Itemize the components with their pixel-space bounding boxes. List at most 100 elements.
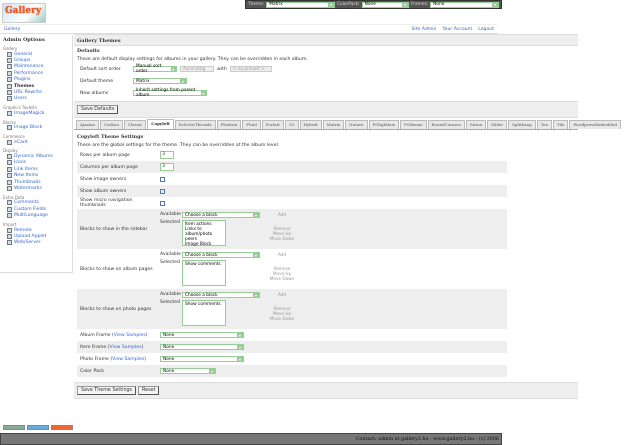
selected-blocks-list[interactable]: Show comments [182,260,226,286]
available-blocks-select[interactable]: Choose a block ▾ [182,212,260,218]
save-defaults-button[interactable]: Save Defaults [77,105,119,114]
sidebar-item-url-rewrite[interactable]: URL Rewrite [3,89,69,96]
colorpack-select[interactable]: None ▾ [361,1,410,8]
selected-blocks-list[interactable]: Show comments [182,300,226,326]
sidebar-item-watermarks[interactable]: Watermarks [3,185,69,191]
view-samples-link[interactable]: View Samples [109,344,142,350]
tab-wordpressembedded[interactable]: WordpressEmbedded [569,120,621,129]
tab-tile[interactable]: Tile [552,120,569,129]
album-frame-select[interactable]: None ▾ [160,332,244,338]
sidebar-item-new-items[interactable]: New Items [3,172,69,179]
tab-nature[interactable]: Nature [345,120,368,129]
sidebar-item-dynamic-albums[interactable]: Dynamic Albums [3,153,69,159]
tab-fluid[interactable]: Fluid [242,120,261,129]
tab-pglightbox[interactable]: PGlightbox [368,120,399,129]
tab-siriux[interactable]: Siriux [465,120,487,129]
available-blocks-select[interactable]: Choose a block ▾ [182,292,260,298]
sidebar-item-performance[interactable]: Performance [3,70,69,76]
sort-direction-select[interactable]: Ascending [180,66,214,72]
remove-button[interactable]: Remove [273,266,291,271]
tab-pgtheme[interactable]: PGtheme [399,120,427,129]
tab-splitbang[interactable]: Splitbang [508,120,536,129]
sidebar-item-imagemagick[interactable]: ImageMagick [3,110,69,116]
default-theme-select[interactable]: Matrix ▾ [133,78,187,84]
add-button[interactable]: Add [277,212,287,217]
show-album-owners-checkbox[interactable]: ✓ [160,188,165,194]
sidebar-item-thumbnails[interactable]: Thumbnails [3,179,69,185]
item-frame-select[interactable]: None ▾ [160,344,244,350]
sidebar-item-ecard[interactable]: eCard [3,139,69,145]
site-admin-link[interactable]: Site Admin [411,27,437,32]
sidebar-item-upload-applet[interactable]: Upload Applet [3,233,69,239]
tab-slider[interactable]: Slider [487,120,508,129]
your-account-link[interactable]: Your Account [442,27,473,32]
view-samples-link[interactable]: View Samples [112,356,145,362]
sidebar-item-web-server[interactable]: Web/Server [3,240,69,246]
available-blocks-select[interactable]: Choose a block ▾ [182,252,260,258]
tab-hybrid[interactable]: Hybrid [299,120,322,129]
sort-order-select[interactable]: Manual sort order ▾ [133,64,177,74]
w3c-badge[interactable] [3,425,25,430]
list-item[interactable]: Links to album/photo peers [185,227,213,242]
sidebar-item-multilanguage[interactable]: MultiLanguage [3,212,69,219]
sidebar-item-maintenance[interactable]: Maintenance [3,64,69,70]
sidebar-item-icons[interactable]: Icons [3,160,69,166]
sidebar-item-link-items[interactable]: Link Items [3,166,69,172]
sidebar-item-image-block[interactable]: Image Block [3,125,69,131]
sidebar-item-users[interactable]: Users [3,96,69,102]
move-down-button[interactable]: Move Down [269,316,295,321]
sidebar-item-comments[interactable]: Comments [3,200,69,206]
sidebar-item-general[interactable]: General [3,51,69,57]
new-albums-select[interactable]: Inherit settings from parent album ▾ [133,88,207,98]
sidebar-item-plugins[interactable]: Plugins [3,77,69,83]
frames-select[interactable]: None ▾ [430,1,499,8]
remove-button[interactable]: Remove [273,226,291,231]
columns-per-page-input[interactable]: 3 [160,163,174,171]
css-badge[interactable] [27,425,49,430]
move-down-button[interactable]: Move Down [269,236,295,241]
tab-classic[interactable]: Classic [123,120,147,129]
photo-frame-select[interactable]: None ▾ [160,356,244,362]
tab-eclecticthreads[interactable]: EclecticThreads [174,120,216,129]
selected-blocks-list[interactable]: Item actions Links to album/photo peers Im… [182,220,226,247]
tab-g3[interactable]: G3 [284,120,299,129]
view-samples-link[interactable]: View Samples [113,332,146,338]
move-up-button[interactable]: Move Up [272,311,292,316]
breadcrumb-gallery-link[interactable]: Gallery [4,26,21,32]
list-item[interactable]: Image Block [185,242,212,247]
add-button[interactable]: Add [277,252,287,257]
gallery-logo[interactable]: Gallery [2,3,46,23]
list-item[interactable]: Show comments [185,262,221,267]
color-pack-select[interactable]: None ▾ [160,368,216,374]
add-button[interactable]: Add [277,292,287,297]
tab-tea[interactable]: Tea [536,120,552,129]
sidebar-item-groups[interactable]: Groups [3,57,69,64]
theme-select[interactable]: Matrix ▾ [266,1,336,8]
remove-button[interactable]: Remove [273,306,291,311]
reset-button[interactable]: Reset [138,386,160,395]
sidebar-item-remote[interactable]: Remote [3,227,69,233]
move-up-button[interactable]: Move Up [272,231,292,236]
show-micro-nav-checkbox[interactable] [160,200,165,206]
logout-link[interactable]: Logout [478,27,494,32]
tab-matrix[interactable]: Matrix [322,120,345,129]
sidebar-item-themes[interactable]: Themes [3,83,69,89]
show-image-owners-checkbox[interactable] [160,176,165,182]
move-up-button[interactable]: Move Up [272,271,292,276]
sidebar-item-custom-fields[interactable]: Custom Fields [3,206,69,212]
list-item[interactable]: Item actions [185,222,212,227]
tab-copyleft[interactable]: Copyleft [147,119,174,129]
tab-carbon[interactable]: Carbon [100,120,123,129]
tab-roundcorners[interactable]: RoundCorners [427,120,465,129]
tab-portait[interactable]: PortaIt [261,120,284,129]
rows-label: Rows per album page [80,152,130,158]
rows-per-page-input[interactable]: 3 [160,151,174,159]
tab-ajaxian[interactable]: Ajaxian [76,120,100,129]
save-theme-settings-button[interactable]: Save Theme Settings [77,386,137,395]
tab-flexbrix[interactable]: Flexbrix [216,120,242,129]
gallery-badge[interactable] [51,425,73,430]
plugins-icon [7,77,12,83]
move-down-button[interactable]: Move Down [269,276,295,281]
presort-select[interactable]: < no presort > [229,66,272,72]
list-item[interactable]: Show comments [185,302,221,307]
